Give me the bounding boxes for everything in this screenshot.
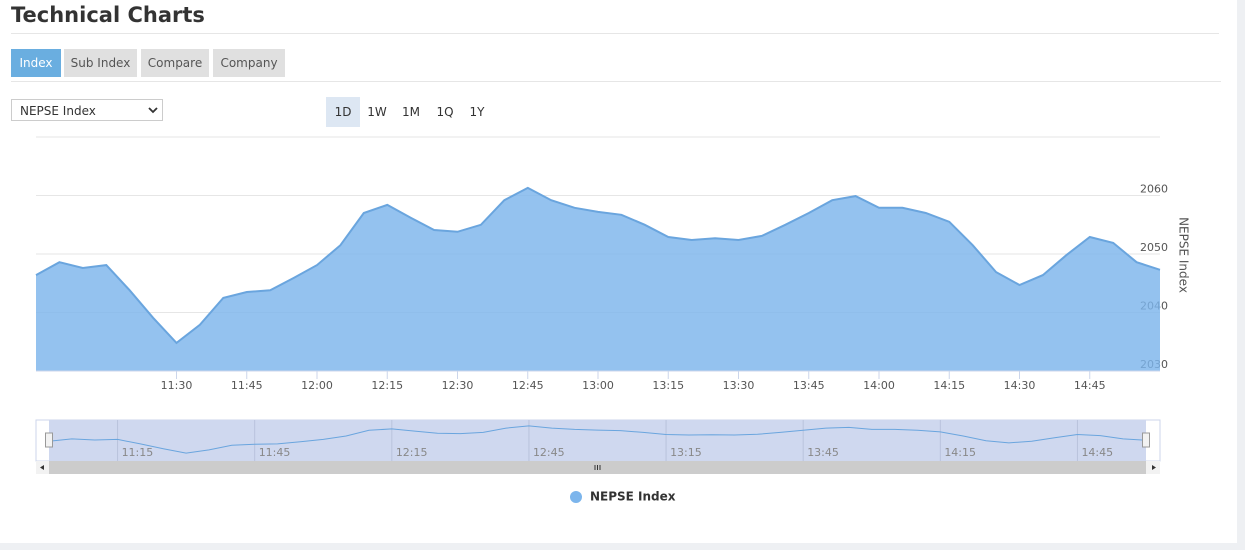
- x-tick-label: 12:15: [371, 379, 403, 392]
- tab[interactable]: Compare: [141, 49, 209, 77]
- range-button[interactable]: 1W: [367, 105, 387, 119]
- range-button[interactable]: 1Q: [436, 105, 454, 119]
- x-tick-label: 11:30: [161, 379, 193, 392]
- x-tick-label: 14:30: [1004, 379, 1036, 392]
- scroll-grip: [594, 465, 601, 470]
- scroll-arrow: [1152, 465, 1156, 470]
- navigator-tick-label: 14:15: [944, 446, 976, 459]
- divider: [11, 81, 1221, 82]
- navigator-tick-label: 12:45: [533, 446, 565, 459]
- area: [36, 187, 1160, 371]
- y-tick-label: 2050: [1140, 241, 1168, 254]
- navigator-tick-label: 14:45: [1081, 446, 1113, 459]
- x-tick-label: 13:15: [652, 379, 684, 392]
- navigator-tick-label: 11:45: [259, 446, 291, 459]
- scroll-arrow: [40, 465, 44, 470]
- tab[interactable]: Company: [213, 49, 285, 77]
- x-tick-label: 14:45: [1074, 379, 1106, 392]
- navigator-tick-label: 13:15: [670, 446, 702, 459]
- range-button[interactable]: 1D: [326, 97, 360, 127]
- navigator-line: [48, 425, 1147, 454]
- x-tick-label: 13:00: [582, 379, 614, 392]
- x-tick-label: 12:30: [442, 379, 474, 392]
- tab[interactable]: Index: [11, 49, 61, 77]
- navigator-handle[interactable]: [45, 432, 53, 448]
- navigator-mask: [49, 420, 1146, 461]
- navigator-handle[interactable]: [1142, 432, 1150, 448]
- navigator-tick-label: 12:15: [396, 446, 428, 459]
- chart: NEPSE Index 203020402050206011:3011:4512…: [35, 136, 1191, 504]
- x-tick-label: 14:00: [863, 379, 895, 392]
- x-tick-label: 13:45: [793, 379, 825, 392]
- navigator-tick-label: 11:15: [122, 446, 154, 459]
- x-tick-label: 12:45: [512, 379, 544, 392]
- navigator-tick-label: 13:45: [807, 446, 839, 459]
- x-tick-label: 14:15: [933, 379, 965, 392]
- series-line: [35, 186, 1161, 345]
- select-value: NEPSE Index: [20, 104, 96, 118]
- y-axis-title: NEPSE Index: [1177, 217, 1191, 293]
- divider: [11, 33, 1219, 34]
- x-tick-label: 11:45: [231, 379, 263, 392]
- range-button[interactable]: 1M: [402, 105, 420, 119]
- range-button[interactable]: 1Y: [469, 105, 485, 119]
- legend-marker[interactable]: [570, 491, 582, 503]
- index-select[interactable]: NEPSE Index: [11, 99, 163, 121]
- tab[interactable]: Sub Index: [64, 49, 137, 77]
- chevron: [148, 107, 158, 114]
- legend-label[interactable]: NEPSE Index: [590, 490, 676, 504]
- page-title: Technical Charts: [11, 3, 205, 27]
- y-tick-label: 2060: [1140, 183, 1168, 196]
- x-tick-label: 13:30: [723, 379, 755, 392]
- x-tick-label: 12:00: [301, 379, 333, 392]
